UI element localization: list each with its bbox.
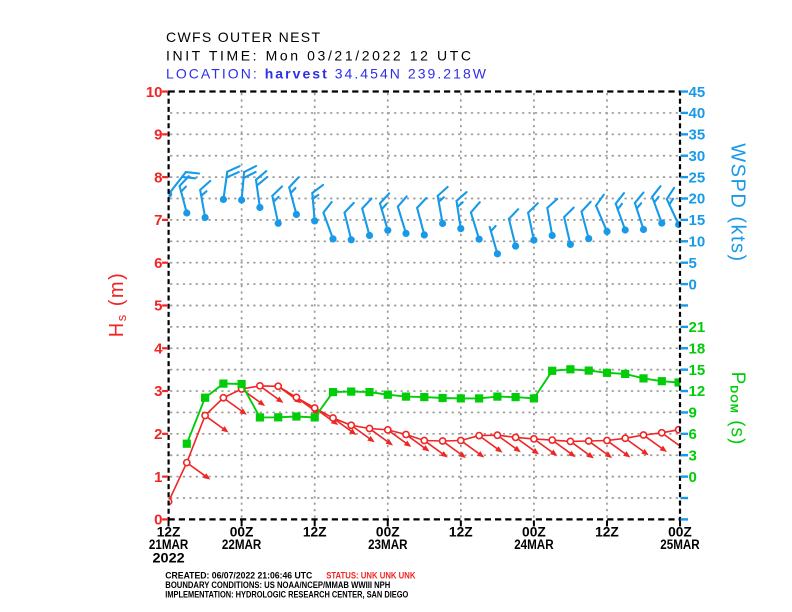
svg-text:Hs (m): Hs (m) [106, 272, 129, 338]
svg-text:00Z: 00Z [522, 525, 546, 540]
svg-text:BOUNDARY CONDITIONS: US NOA: BOUNDARY CONDITIONS: US NOAA/NCEP/MMAB W… [165, 580, 390, 590]
svg-text:12Z: 12Z [157, 525, 181, 540]
svg-text:00Z: 00Z [230, 525, 254, 540]
svg-text:12Z: 12Z [595, 525, 619, 540]
svg-text:0: 0 [154, 512, 162, 529]
svg-text:12: 12 [689, 383, 706, 400]
svg-text:25MAR: 25MAR [660, 537, 700, 552]
svg-text:18: 18 [689, 341, 706, 358]
svg-text:35: 35 [689, 127, 706, 144]
svg-text:10: 10 [689, 234, 706, 251]
svg-text:5: 5 [154, 298, 162, 315]
svg-text:23MAR: 23MAR [368, 537, 408, 552]
svg-text:9: 9 [154, 127, 162, 144]
svg-text:IMPLEMENTATION: HYDROLOGIC R: IMPLEMENTATION: HYDROLOGIC RESEARCH CENT… [165, 590, 408, 600]
svg-text:12Z: 12Z [449, 525, 473, 540]
svg-text:21MAR: 21MAR [149, 537, 189, 552]
svg-text:45: 45 [689, 84, 706, 101]
svg-text:21: 21 [689, 319, 706, 336]
svg-text:2: 2 [154, 426, 162, 443]
svg-text:CREATED: 06/07/2022 21:06:46: CREATED: 06/07/2022 21:06:46 UTC [165, 571, 312, 581]
svg-text:00Z: 00Z [376, 525, 400, 540]
svg-text:30: 30 [689, 148, 706, 165]
svg-text:STATUS: UNK UNK UNK: STATUS: UNK UNK UNK [326, 571, 416, 581]
svg-text:5: 5 [689, 255, 697, 272]
svg-text:INIT TIME: Mon 03/21/2022: INIT TIME: Mon 03/21/2022 12 UTC [166, 47, 471, 63]
svg-text:15: 15 [689, 212, 706, 229]
svg-text:1: 1 [154, 469, 162, 486]
svg-text:3: 3 [689, 447, 697, 464]
svg-text:0: 0 [689, 276, 697, 293]
svg-text:9: 9 [689, 405, 697, 422]
svg-text:WSPD (kts): WSPD (kts) [727, 143, 749, 262]
svg-text:CWFS OUTER NEST: CWFS OUTER NEST [166, 29, 320, 45]
svg-text:LOCATION: harvest 34.454N 2: LOCATION: harvest 34.454N 239.218W [166, 66, 487, 82]
svg-text:22MAR: 22MAR [222, 537, 262, 552]
svg-text:12Z: 12Z [303, 525, 327, 540]
svg-text:40: 40 [689, 105, 706, 122]
svg-text:2022: 2022 [153, 550, 185, 565]
svg-text:20: 20 [689, 191, 706, 208]
svg-text:7: 7 [154, 212, 162, 229]
svg-text:8: 8 [154, 169, 162, 186]
svg-text:10: 10 [146, 84, 163, 101]
svg-text:6: 6 [689, 426, 697, 443]
svg-text:24MAR: 24MAR [514, 537, 554, 552]
svg-text:0: 0 [689, 469, 697, 486]
svg-text:6: 6 [154, 255, 162, 272]
svg-text:00Z: 00Z [668, 525, 692, 540]
svg-text:15: 15 [689, 362, 706, 379]
svg-text:4: 4 [154, 341, 163, 358]
svg-text:25: 25 [689, 169, 706, 186]
svg-text:3: 3 [154, 383, 162, 400]
